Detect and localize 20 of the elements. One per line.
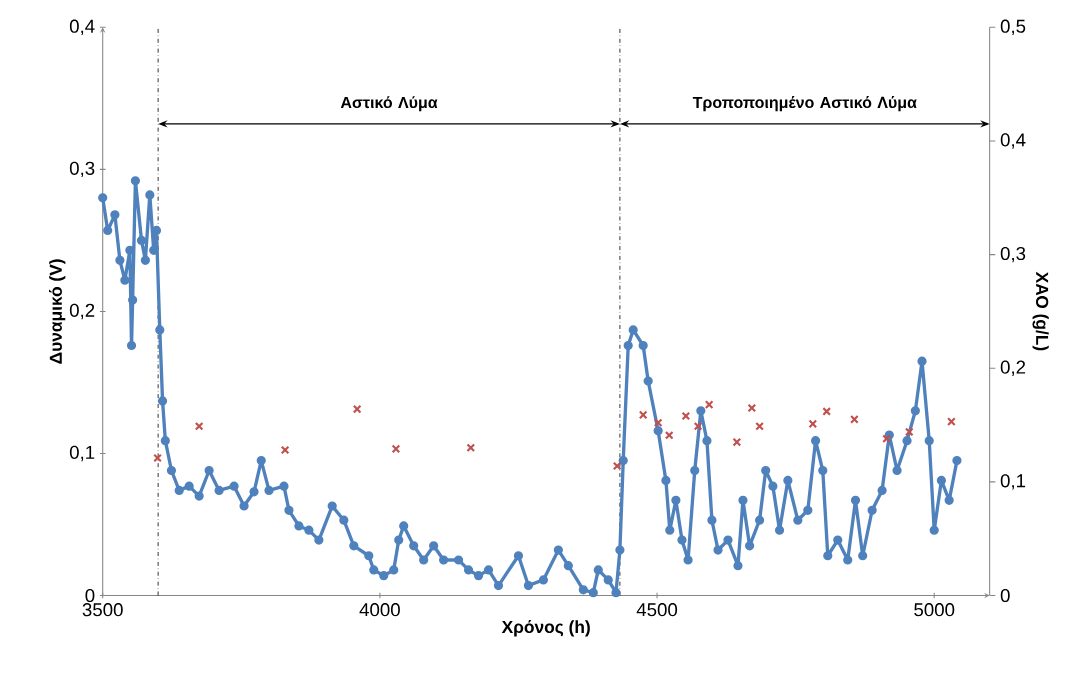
x-axis-title: Χρόνος (h) — [501, 620, 590, 637]
y-tick-label: 0,3 — [69, 161, 95, 178]
y2-tick-label: 0,2 — [1000, 360, 1026, 377]
y2-tick-label: 0,3 — [1000, 247, 1026, 263]
annotation: Αστικό Λύμα — [340, 96, 438, 112]
y-axis-title: Δυναμικό (V) — [49, 259, 66, 364]
y-tick-label: 0 — [85, 589, 95, 603]
y2-tick-label: 0,4 — [1000, 133, 1026, 149]
y-tick-label: 0,4 — [69, 19, 95, 36]
annotation: Τροποποιημένο Αστικό Λύμα — [692, 96, 917, 112]
y2-tick-label: 0 — [1000, 589, 1010, 603]
y2-tick-label: 0,5 — [1000, 19, 1026, 36]
y-tick-label: 0,2 — [69, 303, 95, 320]
x-tick-label: 5000 — [914, 603, 955, 617]
x-tick-label: 4500 — [636, 603, 678, 617]
y-tick-label: 0,1 — [69, 445, 95, 462]
y2-tick-label: 0,1 — [1000, 474, 1026, 490]
x-tick-label: 4000 — [359, 603, 400, 617]
y2-axis-title: ΧΑΟ (g/L) — [1032, 272, 1049, 351]
x-tick-label: 3500 — [82, 603, 123, 617]
